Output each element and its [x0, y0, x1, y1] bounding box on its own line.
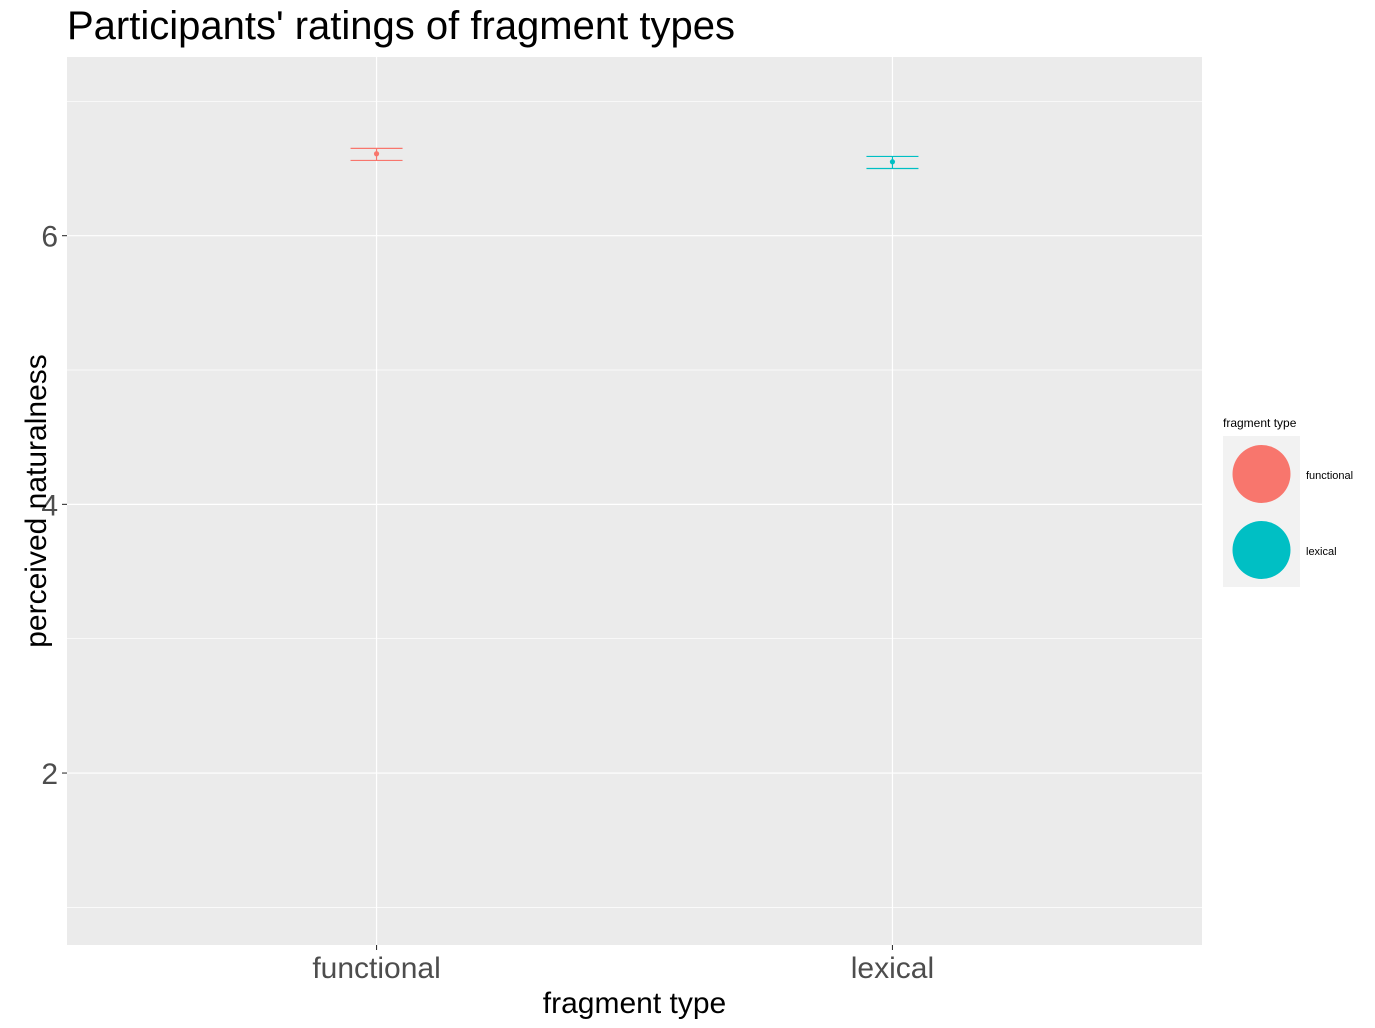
x-tick-label: lexical [851, 952, 934, 985]
data-point [373, 151, 380, 157]
y-tick-label: 2 [41, 758, 58, 791]
axes: 2 4 6 functional lexical [41, 221, 934, 985]
y-tick-label: 6 [41, 221, 58, 254]
x-tick-label: functional [312, 952, 440, 985]
grid-lines [67, 57, 1202, 945]
data-point [889, 159, 896, 165]
data-marks [350, 147, 919, 170]
y-tick-label: 4 [41, 489, 58, 522]
legend: fragment type functional lexical [1223, 416, 1353, 587]
y-axis-title: perceived naturalness [20, 354, 53, 648]
series-lexical [866, 155, 919, 170]
legend-key-lexical [1232, 521, 1291, 579]
legend-key-functional [1232, 445, 1291, 503]
series-functional [350, 147, 403, 162]
x-axis-title: fragment type [543, 987, 726, 1020]
legend-title: fragment type [1223, 416, 1297, 430]
plot-panel [67, 57, 1202, 945]
legend-label-functional: functional [1306, 470, 1353, 482]
chart-title: Participants' ratings of fragment types [67, 4, 735, 48]
legend-label-lexical: lexical [1306, 546, 1337, 558]
